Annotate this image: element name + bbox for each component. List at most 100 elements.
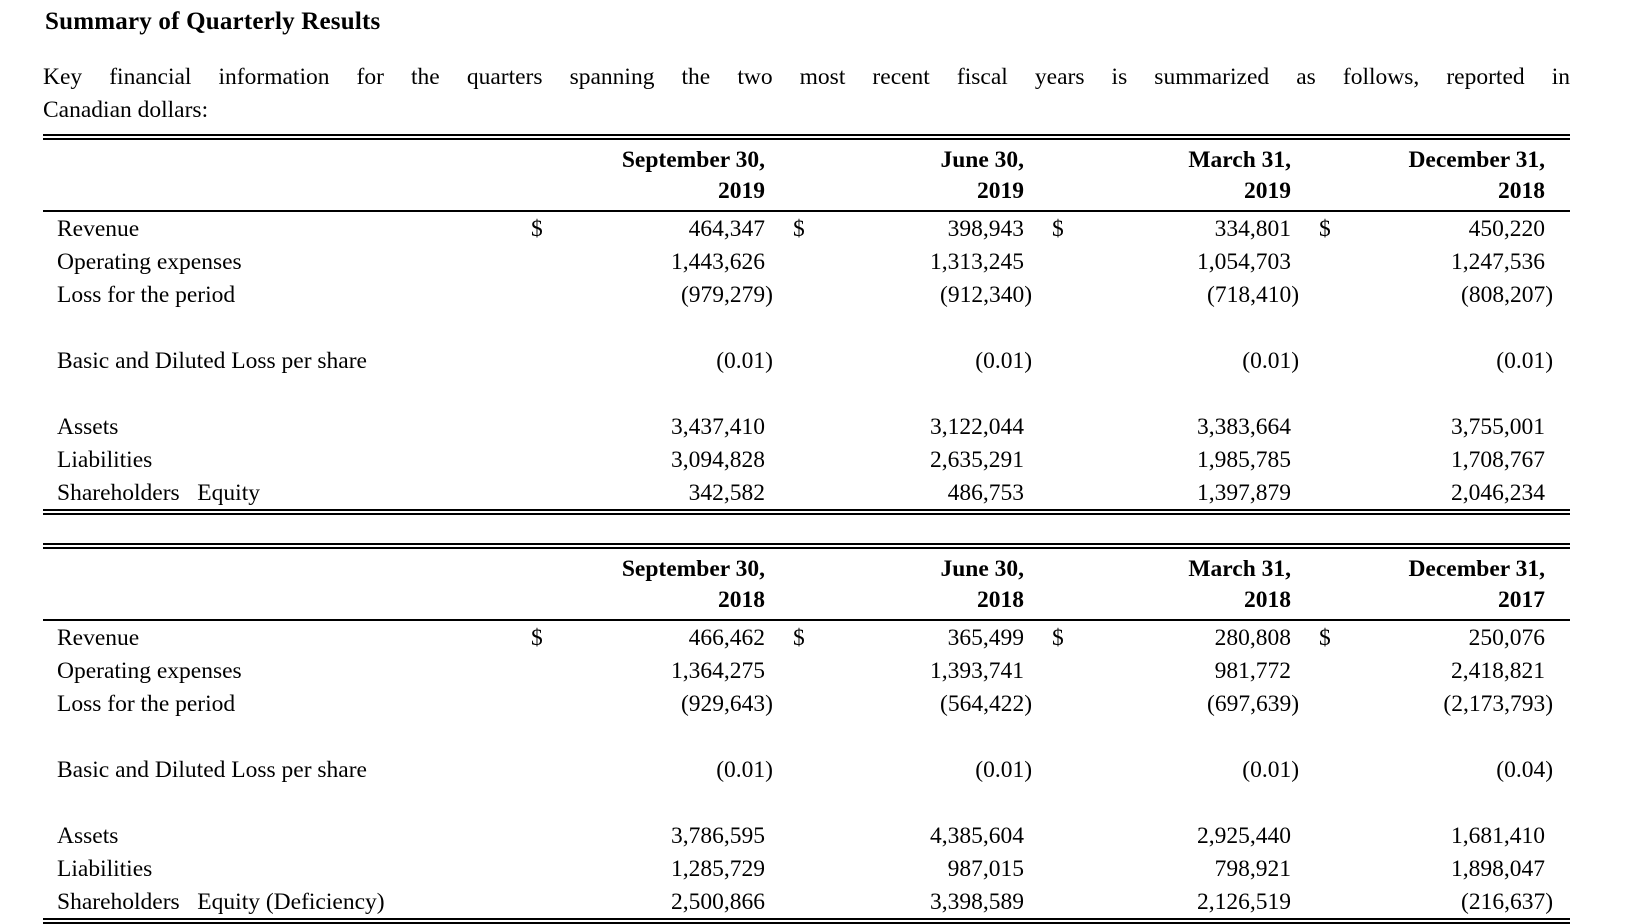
value-cell: 486,753: [834, 476, 1050, 515]
table-row: Shareholders Equity 342,582 486,753 1,397,8…: [43, 476, 1571, 515]
currency-symbol: [1316, 443, 1360, 476]
currency-symbol: [528, 753, 572, 786]
currency-symbol: $: [1319, 624, 1331, 651]
column-header-year: 2019: [718, 178, 766, 204]
currency-symbol: [1049, 443, 1093, 476]
value-cell: [1360, 377, 1570, 410]
value-cell: (979,279): [680, 281, 774, 308]
value-cell: 2,500,866: [572, 885, 791, 924]
column-header-q4: December 31, 2017: [1316, 543, 1571, 621]
currency-symbol: [1316, 311, 1360, 344]
column-header-q2: June 30, 2019: [790, 134, 1050, 212]
currency-symbol: [528, 278, 572, 311]
currency-symbol: [1049, 819, 1093, 852]
row-label: [43, 377, 528, 410]
currency-symbol: [790, 885, 835, 924]
table-row: Liabilities 1,285,729 987,015 798,921 1,898,…: [43, 852, 1570, 885]
page-title: Summary of Quarterly Results: [45, 8, 381, 35]
value-cell: 3,437,410: [671, 413, 766, 440]
column-header-q1: September 30, 2018: [528, 543, 791, 621]
row-label: [43, 720, 528, 753]
value-cell: [572, 786, 790, 819]
table-row: Loss for the period (979,279) (912,340) (71…: [43, 278, 1570, 311]
row-label: Shareholders Equity: [43, 476, 528, 515]
value-cell: [572, 311, 790, 344]
value-cell: 1,708,767: [1451, 446, 1546, 473]
currency-symbol: [528, 786, 572, 819]
column-header-year: 2018: [1498, 178, 1546, 204]
table-row: Operating expenses 1,364,275 1,393,741 981,…: [43, 654, 1570, 687]
table-row: Basic and Diluted Loss per share (0.01) (0…: [43, 344, 1570, 377]
column-header-date: December 31,: [1408, 556, 1546, 582]
table-header-row: September 30, 2018 June 30, 2018 March 3…: [43, 543, 1571, 621]
currency-symbol: $: [531, 215, 543, 242]
value-cell: 334,801: [1214, 215, 1292, 242]
currency-symbol: [528, 720, 572, 753]
value-cell: (0.04): [1496, 756, 1554, 783]
value-cell: [1360, 720, 1570, 753]
currency-symbol: [1049, 720, 1093, 753]
value-cell: (0.01): [975, 347, 1033, 374]
column-header-q3: March 31, 2018: [1049, 543, 1317, 621]
currency-symbol: [790, 377, 834, 410]
currency-symbol: $: [1319, 215, 1331, 242]
value-cell: 2,046,234: [1360, 476, 1571, 515]
value-cell: 342,582: [572, 476, 791, 515]
currency-symbol: [790, 786, 834, 819]
value-cell: 466,462: [688, 624, 766, 651]
row-label: Revenue: [57, 624, 140, 651]
currency-symbol: [1316, 476, 1361, 515]
currency-symbol: [790, 278, 834, 311]
currency-symbol: [528, 410, 572, 443]
currency-symbol: [528, 819, 572, 852]
currency-symbol: [790, 443, 834, 476]
column-header-date: March 31,: [1188, 556, 1292, 582]
value-cell: 2,126,519: [1093, 885, 1317, 924]
currency-symbol: [790, 311, 834, 344]
currency-symbol: [1049, 344, 1093, 377]
currency-symbol: [790, 344, 834, 377]
value-cell: 1,443,626: [671, 248, 766, 275]
value-cell: 1,681,410: [1451, 822, 1546, 849]
intro-line-2: Canadian dollars:: [43, 97, 209, 123]
value-cell: 3,755,001: [1451, 413, 1546, 440]
value-cell: (929,643): [680, 690, 774, 717]
value-cell: 464,347: [688, 215, 766, 242]
column-header-year: 2018: [1244, 587, 1292, 613]
value-cell: 798,921: [1214, 855, 1292, 882]
currency-symbol: [1049, 852, 1093, 885]
currency-symbol: [790, 753, 834, 786]
currency-symbol: [1316, 720, 1360, 753]
value-cell: (912,340): [940, 281, 1033, 308]
column-header-year: 2018: [977, 587, 1025, 613]
currency-symbol: [790, 410, 834, 443]
value-cell: 1,054,703: [1197, 248, 1292, 275]
value-cell: [1093, 786, 1316, 819]
column-header-q3: March 31, 2019: [1049, 134, 1317, 212]
value-cell: 2,925,440: [1197, 822, 1292, 849]
table-row: Revenue $466,462 $365,499 $280,808 $250,076: [43, 620, 1570, 654]
value-cell: [572, 720, 790, 753]
table-row: Assets 3,786,595 4,385,604 2,925,440 1,681,4…: [43, 819, 1570, 852]
value-cell: [834, 720, 1049, 753]
column-header-year: 2018: [718, 587, 766, 613]
value-cell: [834, 786, 1049, 819]
table-header-row: September 30, 2019 June 30, 2019 March 3…: [43, 134, 1571, 212]
currency-symbol: [1049, 753, 1093, 786]
value-cell: 3,383,664: [1197, 413, 1292, 440]
row-label: Loss for the period: [57, 690, 236, 717]
value-cell: 1,285,729: [671, 855, 766, 882]
currency-symbol: [528, 476, 572, 515]
currency-symbol: [1049, 377, 1093, 410]
value-cell: 280,808: [1214, 624, 1292, 651]
column-header-date: June 30,: [940, 556, 1025, 582]
currency-symbol: [1049, 687, 1093, 720]
value-cell: 3,398,589: [834, 885, 1050, 924]
row-label: [43, 786, 528, 819]
currency-symbol: [1049, 476, 1094, 515]
row-label: Revenue: [57, 215, 140, 242]
currency-symbol: [1316, 786, 1360, 819]
currency-symbol: $: [531, 624, 543, 651]
value-cell: 987,015: [947, 855, 1025, 882]
intro-paragraph: Key financial information for the quarte…: [43, 61, 1570, 127]
